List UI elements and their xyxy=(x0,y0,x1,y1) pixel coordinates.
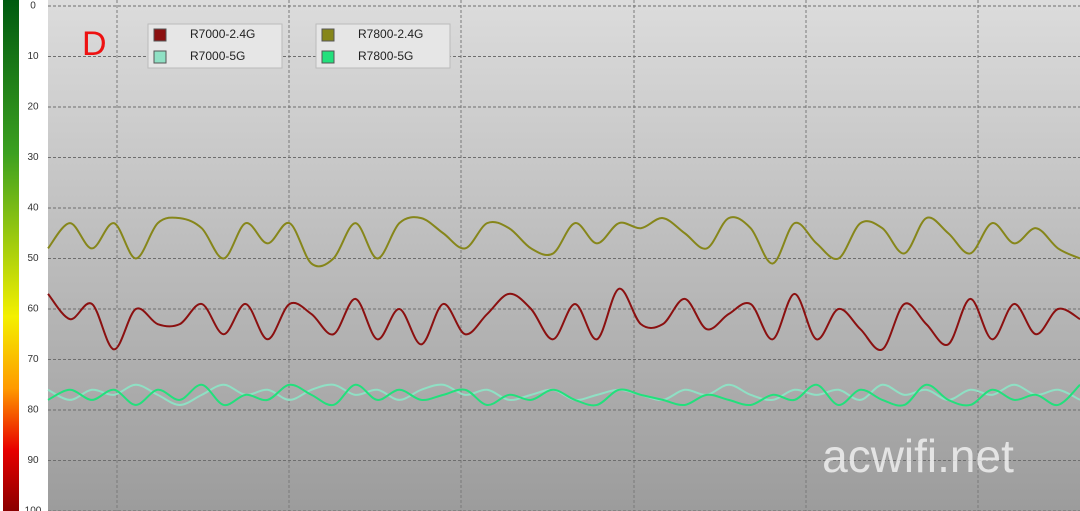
legend-swatch xyxy=(153,50,167,64)
y-tick-label: 20 xyxy=(27,102,39,113)
legend-box xyxy=(147,23,283,69)
y-tick-label: 100 xyxy=(25,506,42,511)
series-line xyxy=(47,216,1080,268)
legend-label: R7000-5G xyxy=(190,49,245,63)
series-line xyxy=(47,287,1080,351)
legend-label: R7800-2.4G xyxy=(358,27,423,41)
legend-swatch xyxy=(321,50,335,64)
y-tick-label: 0 xyxy=(30,1,36,12)
watermark: acwifi.net xyxy=(822,430,1014,482)
legend-label: R7800-5G xyxy=(358,49,413,63)
y-tick-label: 60 xyxy=(27,304,39,315)
y-tick-label: 50 xyxy=(27,253,39,264)
vertical-grid xyxy=(116,0,979,511)
series-line xyxy=(47,383,1080,407)
legend-label: R7000-2.4G xyxy=(190,27,255,41)
legend-swatch xyxy=(153,28,167,42)
y-tick-label: 30 xyxy=(27,152,39,163)
signal-scale-bar xyxy=(3,0,19,511)
legend-box xyxy=(315,23,451,69)
y-tick-label: 10 xyxy=(27,51,39,62)
y-tick-label: 70 xyxy=(27,354,39,365)
y-tick-label: 80 xyxy=(27,405,39,416)
legend-swatch xyxy=(321,28,335,42)
annotation: D xyxy=(82,25,107,63)
y-tick-label: 90 xyxy=(27,455,39,466)
y-tick-label: 40 xyxy=(27,203,39,214)
